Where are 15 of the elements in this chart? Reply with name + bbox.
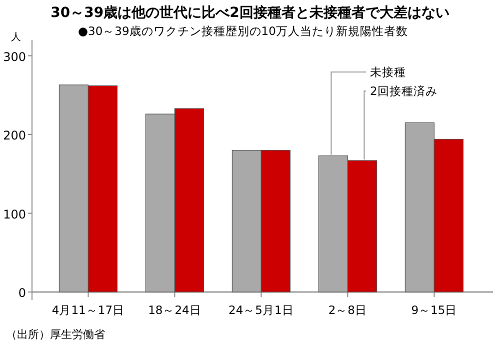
x-tick-label: 2～8日 xyxy=(328,303,368,317)
y-tick-label: 300 xyxy=(3,50,26,64)
y-tick-label: 200 xyxy=(3,128,26,142)
x-tick-label: 9～15日 xyxy=(411,303,458,317)
y-axis-title: 人 xyxy=(11,32,21,43)
x-tick-label: 4月11～17日 xyxy=(52,303,125,317)
x-tick-label: 24～5月1日 xyxy=(228,303,294,317)
chart-subtitle: ●30～39歳のワクチン接種歴別の10万人当たり新規陽性者数 xyxy=(78,24,408,38)
text: 未接種 xyxy=(370,65,406,79)
y-tick-label: 0 xyxy=(18,286,26,300)
x-tick-label: 18～24日 xyxy=(148,303,202,317)
text: （出所）厚生労働省 xyxy=(6,328,105,341)
y-tick-label: 100 xyxy=(3,207,26,222)
chart-title: 30～39歳は他の世代に比べ2回接種者と未接種者で大差はない xyxy=(50,4,450,21)
text: 2回接種済み xyxy=(370,84,438,98)
